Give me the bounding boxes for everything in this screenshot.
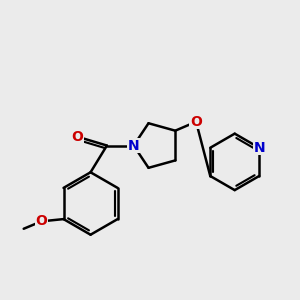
Text: N: N (128, 139, 140, 152)
Text: O: O (36, 214, 47, 228)
Text: O: O (71, 130, 83, 144)
Text: N: N (253, 141, 265, 155)
Text: O: O (190, 115, 202, 129)
